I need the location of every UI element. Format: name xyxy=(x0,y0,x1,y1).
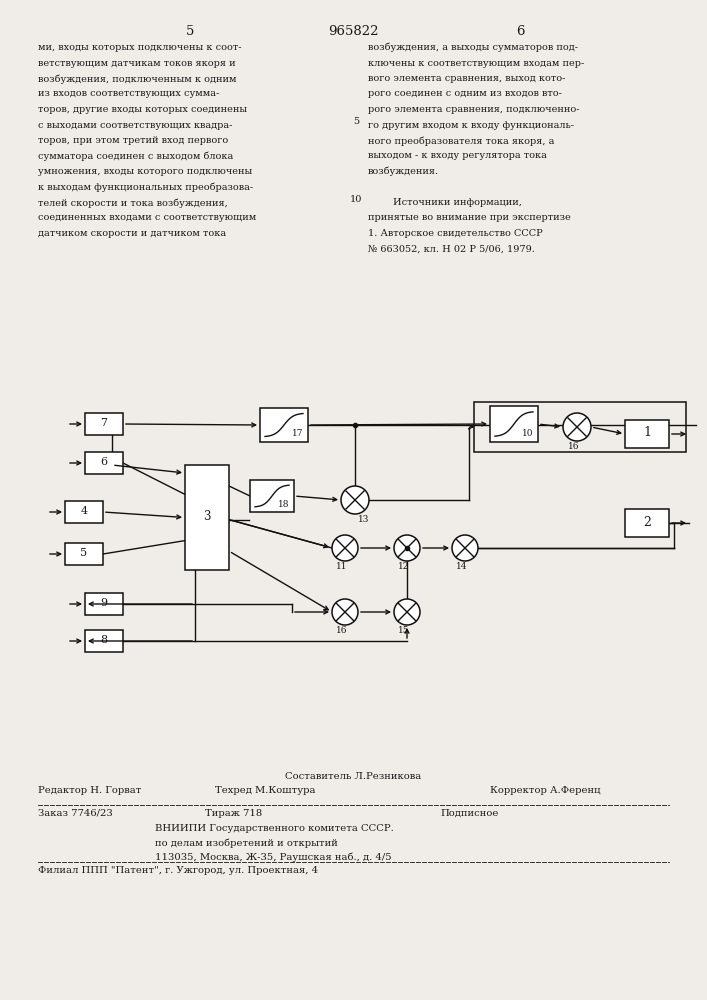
Text: 965822: 965822 xyxy=(328,25,378,38)
Text: торов, при этом третий вход первого: торов, при этом третий вход первого xyxy=(38,136,228,145)
Circle shape xyxy=(341,486,369,514)
Bar xyxy=(85,630,123,652)
Text: ключены к соответствующим входам пер-: ключены к соответствующим входам пер- xyxy=(368,58,584,68)
Circle shape xyxy=(394,599,420,625)
Text: Источники информации,: Источники информации, xyxy=(368,198,522,207)
Bar xyxy=(65,501,103,523)
Text: Подписное: Подписное xyxy=(440,809,498,818)
Text: 2: 2 xyxy=(643,516,651,528)
Text: по делам изобретений и открытий: по делам изобретений и открытий xyxy=(155,838,338,848)
Text: ветствующим датчикам токов якоря и: ветствующим датчикам токов якоря и xyxy=(38,58,235,68)
Text: вого элемента сравнения, выход кото-: вого элемента сравнения, выход кото- xyxy=(368,74,566,83)
Text: 7: 7 xyxy=(100,418,107,428)
Text: возбуждения, а выходы сумматоров под-: возбуждения, а выходы сумматоров под- xyxy=(368,43,578,52)
Bar xyxy=(85,593,123,615)
Text: Филиал ППП "Патент", г. Ужгород, ул. Проектная, 4: Филиал ППП "Патент", г. Ужгород, ул. Про… xyxy=(38,866,318,875)
Text: 1: 1 xyxy=(643,426,651,440)
Text: принятые во внимание при экспертизе: принятые во внимание при экспертизе xyxy=(368,214,571,223)
Text: ми, входы которых подключены к соот-: ми, входы которых подключены к соот- xyxy=(38,43,242,52)
Text: 15: 15 xyxy=(398,626,410,635)
Circle shape xyxy=(332,535,358,561)
Text: Редактор Н. Горват: Редактор Н. Горват xyxy=(38,786,141,795)
Text: Тираж 718: Тираж 718 xyxy=(205,809,262,818)
Text: 16: 16 xyxy=(337,626,348,635)
Text: выходом - к входу регулятора тока: выходом - к входу регулятора тока xyxy=(368,151,547,160)
Text: 6: 6 xyxy=(100,457,107,467)
Text: из входов соответствующих сумма-: из входов соответствующих сумма- xyxy=(38,90,219,99)
Text: 10: 10 xyxy=(522,429,533,438)
Text: 16: 16 xyxy=(568,442,580,451)
Bar xyxy=(85,413,123,435)
Circle shape xyxy=(332,599,358,625)
Text: телей скорости и тока возбуждения,: телей скорости и тока возбуждения, xyxy=(38,198,228,208)
Text: рого соединен с одним из входов вто-: рого соединен с одним из входов вто- xyxy=(368,90,562,99)
Text: 6: 6 xyxy=(515,25,525,38)
Text: торов, другие входы которых соединены: торов, другие входы которых соединены xyxy=(38,105,247,114)
Bar xyxy=(65,543,103,565)
Text: датчиком скорости и датчиком тока: датчиком скорости и датчиком тока xyxy=(38,229,226,238)
Text: го другим входом к входу функциональ-: го другим входом к входу функциональ- xyxy=(368,120,574,129)
Text: 10: 10 xyxy=(350,195,362,204)
Text: 113035, Москва, Ж-35, Раушская наб., д. 4/5: 113035, Москва, Ж-35, Раушская наб., д. … xyxy=(155,852,392,861)
Bar xyxy=(625,420,669,448)
Bar xyxy=(260,408,308,442)
Text: 1. Авторское свидетельство СССР: 1. Авторское свидетельство СССР xyxy=(368,229,543,238)
Text: 13: 13 xyxy=(358,515,369,524)
Text: 3: 3 xyxy=(203,510,211,523)
Text: возбуждения, подключенным к одним: возбуждения, подключенным к одним xyxy=(38,74,237,84)
Bar xyxy=(250,480,294,512)
Text: 8: 8 xyxy=(100,635,107,645)
Text: 9: 9 xyxy=(100,598,107,608)
Text: Заказ 7746/23: Заказ 7746/23 xyxy=(38,809,112,818)
Bar xyxy=(474,402,686,452)
Text: ВНИИПИ Государственного комитета СССР.: ВНИИПИ Государственного комитета СССР. xyxy=(155,824,394,833)
Text: к выходам функциональных преобразова-: к выходам функциональных преобразова- xyxy=(38,182,253,192)
Bar xyxy=(85,452,123,474)
Text: 17: 17 xyxy=(291,429,303,438)
Bar xyxy=(625,509,669,537)
Text: 11: 11 xyxy=(337,562,348,571)
Circle shape xyxy=(394,535,420,561)
Text: Составитель Л.Резникова: Составитель Л.Резникова xyxy=(285,772,421,781)
Text: 12: 12 xyxy=(398,562,409,571)
Text: Корректор А.Ференц: Корректор А.Ференц xyxy=(490,786,600,795)
Text: 14: 14 xyxy=(456,562,468,571)
Text: 5: 5 xyxy=(81,548,88,558)
Text: рого элемента сравнения, подключенно-: рого элемента сравнения, подключенно- xyxy=(368,105,580,114)
Text: 5: 5 xyxy=(353,117,359,126)
Text: соединенных входами с соответствующим: соединенных входами с соответствующим xyxy=(38,214,256,223)
Text: с выходами соответствующих квадра-: с выходами соответствующих квадра- xyxy=(38,120,233,129)
Circle shape xyxy=(563,413,591,441)
Text: 4: 4 xyxy=(81,506,88,516)
Bar xyxy=(185,465,229,570)
Bar xyxy=(490,406,538,442)
Text: возбуждения.: возбуждения. xyxy=(368,167,439,176)
Text: 5: 5 xyxy=(186,25,194,38)
Text: № 663052, кл. Н 02 Р 5/06, 1979.: № 663052, кл. Н 02 Р 5/06, 1979. xyxy=(368,244,535,253)
Text: умножения, входы которого подключены: умножения, входы которого подключены xyxy=(38,167,252,176)
Text: 18: 18 xyxy=(278,500,289,509)
Text: ного преобразователя тока якоря, а: ного преобразователя тока якоря, а xyxy=(368,136,554,145)
Text: сумматора соединен с выходом блока: сумматора соединен с выходом блока xyxy=(38,151,233,161)
Text: Техред М.Коштура: Техред М.Коштура xyxy=(215,786,315,795)
Circle shape xyxy=(452,535,478,561)
